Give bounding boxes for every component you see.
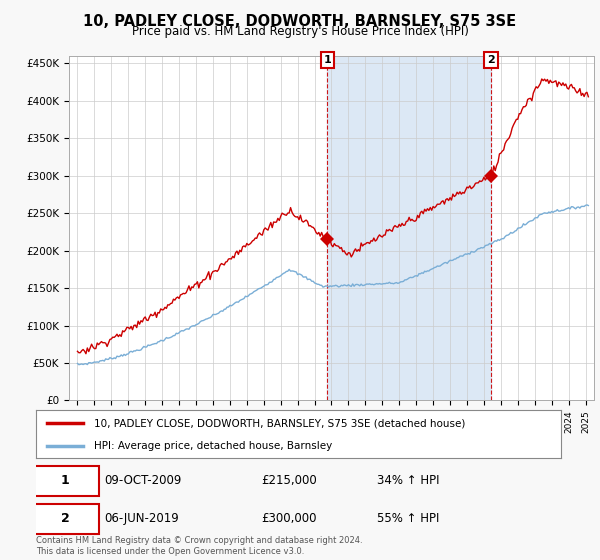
Text: HPI: Average price, detached house, Barnsley: HPI: Average price, detached house, Barn… bbox=[94, 441, 332, 451]
Text: 1: 1 bbox=[323, 55, 331, 65]
Text: 34% ↑ HPI: 34% ↑ HPI bbox=[377, 474, 440, 487]
Text: Contains HM Land Registry data © Crown copyright and database right 2024.
This d: Contains HM Land Registry data © Crown c… bbox=[36, 536, 362, 556]
Text: 09-OCT-2009: 09-OCT-2009 bbox=[104, 474, 182, 487]
Text: 2: 2 bbox=[487, 55, 495, 65]
Text: £300,000: £300,000 bbox=[262, 512, 317, 525]
Text: 10, PADLEY CLOSE, DODWORTH, BARNSLEY, S75 3SE: 10, PADLEY CLOSE, DODWORTH, BARNSLEY, S7… bbox=[83, 14, 517, 29]
Text: £215,000: £215,000 bbox=[262, 474, 317, 487]
Bar bbox=[327, 56, 491, 400]
FancyBboxPatch shape bbox=[31, 504, 99, 534]
Text: 06-JUN-2019: 06-JUN-2019 bbox=[104, 512, 179, 525]
Text: Price paid vs. HM Land Registry's House Price Index (HPI): Price paid vs. HM Land Registry's House … bbox=[131, 25, 469, 38]
FancyBboxPatch shape bbox=[31, 466, 99, 496]
Text: 10, PADLEY CLOSE, DODWORTH, BARNSLEY, S75 3SE (detached house): 10, PADLEY CLOSE, DODWORTH, BARNSLEY, S7… bbox=[94, 418, 465, 428]
Text: 55% ↑ HPI: 55% ↑ HPI bbox=[377, 512, 440, 525]
Text: 2: 2 bbox=[61, 512, 69, 525]
Text: 1: 1 bbox=[61, 474, 69, 487]
